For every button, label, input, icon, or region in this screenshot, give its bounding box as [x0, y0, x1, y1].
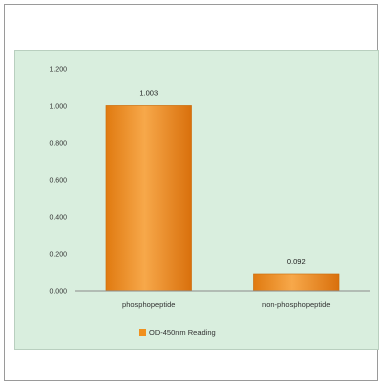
bar [105, 105, 192, 292]
y-tick-label: 1.200 [49, 67, 67, 74]
y-tick-label: 0.600 [49, 178, 67, 185]
y-tick-label: 0.800 [49, 141, 67, 148]
data-label: 1.003 [139, 88, 158, 97]
x-axis: phosphopeptide non-phosphopeptide [75, 290, 370, 309]
bar [253, 273, 340, 292]
legend: OD-450nm Reading [139, 328, 216, 337]
x-tick-label: phosphopeptide [122, 300, 175, 309]
legend-label: OD-450nm Reading [149, 328, 216, 337]
y-tick-label: 0.000 [49, 289, 67, 296]
chart-frame: 0.000 0.200 0.400 0.600 0.800 1.000 1.200 1.00… [4, 4, 379, 381]
y-axis: 0.000 0.200 0.400 0.600 0.800 1.000 1.200 [49, 67, 67, 296]
bars: 1.003 0.092 [105, 88, 340, 292]
x-tick-label: non-phosphopeptide [262, 300, 330, 309]
bar-chart: 0.000 0.200 0.400 0.600 0.800 1.000 1.200 1.00… [49, 67, 370, 337]
y-tick-label: 1.000 [49, 104, 67, 111]
chart-area: 0.000 0.200 0.400 0.600 0.800 1.000 1.200 1.00… [14, 50, 379, 350]
legend-swatch [139, 329, 146, 336]
y-tick-label: 0.200 [49, 252, 67, 259]
y-tick-label: 0.400 [49, 215, 67, 222]
data-label: 0.092 [287, 257, 306, 266]
